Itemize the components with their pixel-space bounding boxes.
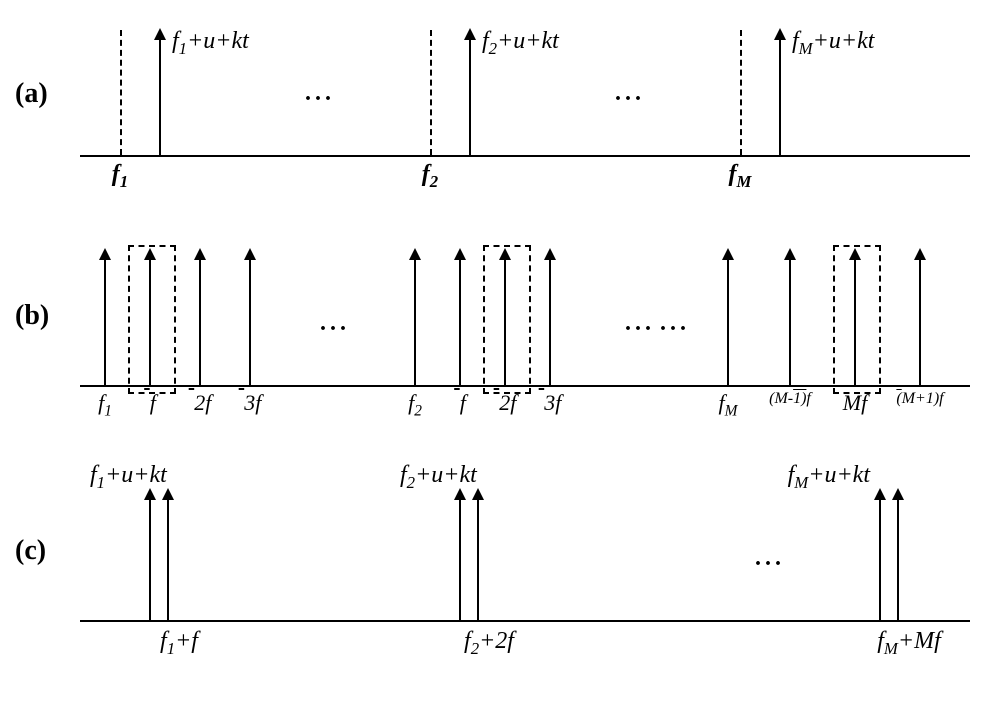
panel-c-label: (c) (15, 535, 46, 567)
ellipsis: ... (615, 80, 645, 107)
axis-tick-label: (M+1)f (896, 390, 943, 408)
axis-tick-label: 3f (539, 390, 562, 416)
axis-tick-label: f2 (422, 161, 438, 192)
spectral-arrow (789, 250, 791, 385)
arrow-top-label: f1+u+kt (90, 462, 167, 493)
spectral-arrow (469, 30, 471, 155)
arrow-top-label: fM+u+kt (788, 462, 870, 493)
ellipsis: ... (755, 545, 785, 572)
carrier-dashed-line (120, 30, 122, 155)
arrow-top-label: f2+u+kt (400, 462, 477, 493)
arrow-top-label: f1+u+kt (172, 28, 249, 59)
arrow-top-label: f2+u+kt (482, 28, 559, 59)
spectral-arrow (459, 490, 461, 620)
carrier-dashed-line (740, 30, 742, 155)
figure-canvas: (a) f1+u+kt f2+u+kt fM+u+kt f1 f2 fM...... (b) f… (0, 0, 1000, 711)
axis-tick-label: f2 (408, 390, 422, 420)
spectral-arrow (104, 250, 106, 385)
spectral-arrow (897, 490, 899, 620)
axis-tick-label: f (454, 390, 466, 416)
ellipsis: ... (625, 310, 655, 337)
arrow-top-label: fM+u+kt (792, 28, 874, 59)
axis-tick-label: f2+2f (464, 628, 514, 659)
spectral-arrow (549, 250, 551, 385)
axis-line (80, 155, 970, 157)
axis-tick-label: f1+f (160, 628, 198, 659)
spectral-arrow (779, 30, 781, 155)
ellipsis: ... (305, 80, 335, 107)
spectral-arrow (459, 250, 461, 385)
panel-a-label: (a) (15, 78, 48, 110)
axis-tick-label: 2f (189, 390, 212, 416)
selection-dashed-box (128, 245, 176, 394)
selection-dashed-box (833, 245, 881, 394)
axis-tick-label: f1 (98, 390, 112, 420)
selection-dashed-box (483, 245, 531, 394)
axis-tick-label: f1 (112, 161, 128, 192)
axis-tick-label: (M-1)f (769, 390, 811, 408)
axis-line (80, 620, 970, 622)
axis-tick-label: 3f (239, 390, 262, 416)
axis-tick-label: fM (719, 390, 738, 420)
carrier-dashed-line (430, 30, 432, 155)
axis-tick-label: fM+Mf (877, 628, 941, 659)
spectral-arrow (249, 250, 251, 385)
spectral-arrow (167, 490, 169, 620)
spectral-arrow (149, 490, 151, 620)
spectral-arrow (159, 30, 161, 155)
spectral-arrow (727, 250, 729, 385)
spectral-arrow (879, 490, 881, 620)
panel-b-label: (b) (15, 300, 49, 332)
axis-tick-label: fM (729, 161, 752, 192)
spectral-arrow (199, 250, 201, 385)
spectral-arrow (919, 250, 921, 385)
spectral-arrow (414, 250, 416, 385)
ellipsis: ... (320, 310, 350, 337)
ellipsis: ... (660, 310, 690, 337)
spectral-arrow (477, 490, 479, 620)
